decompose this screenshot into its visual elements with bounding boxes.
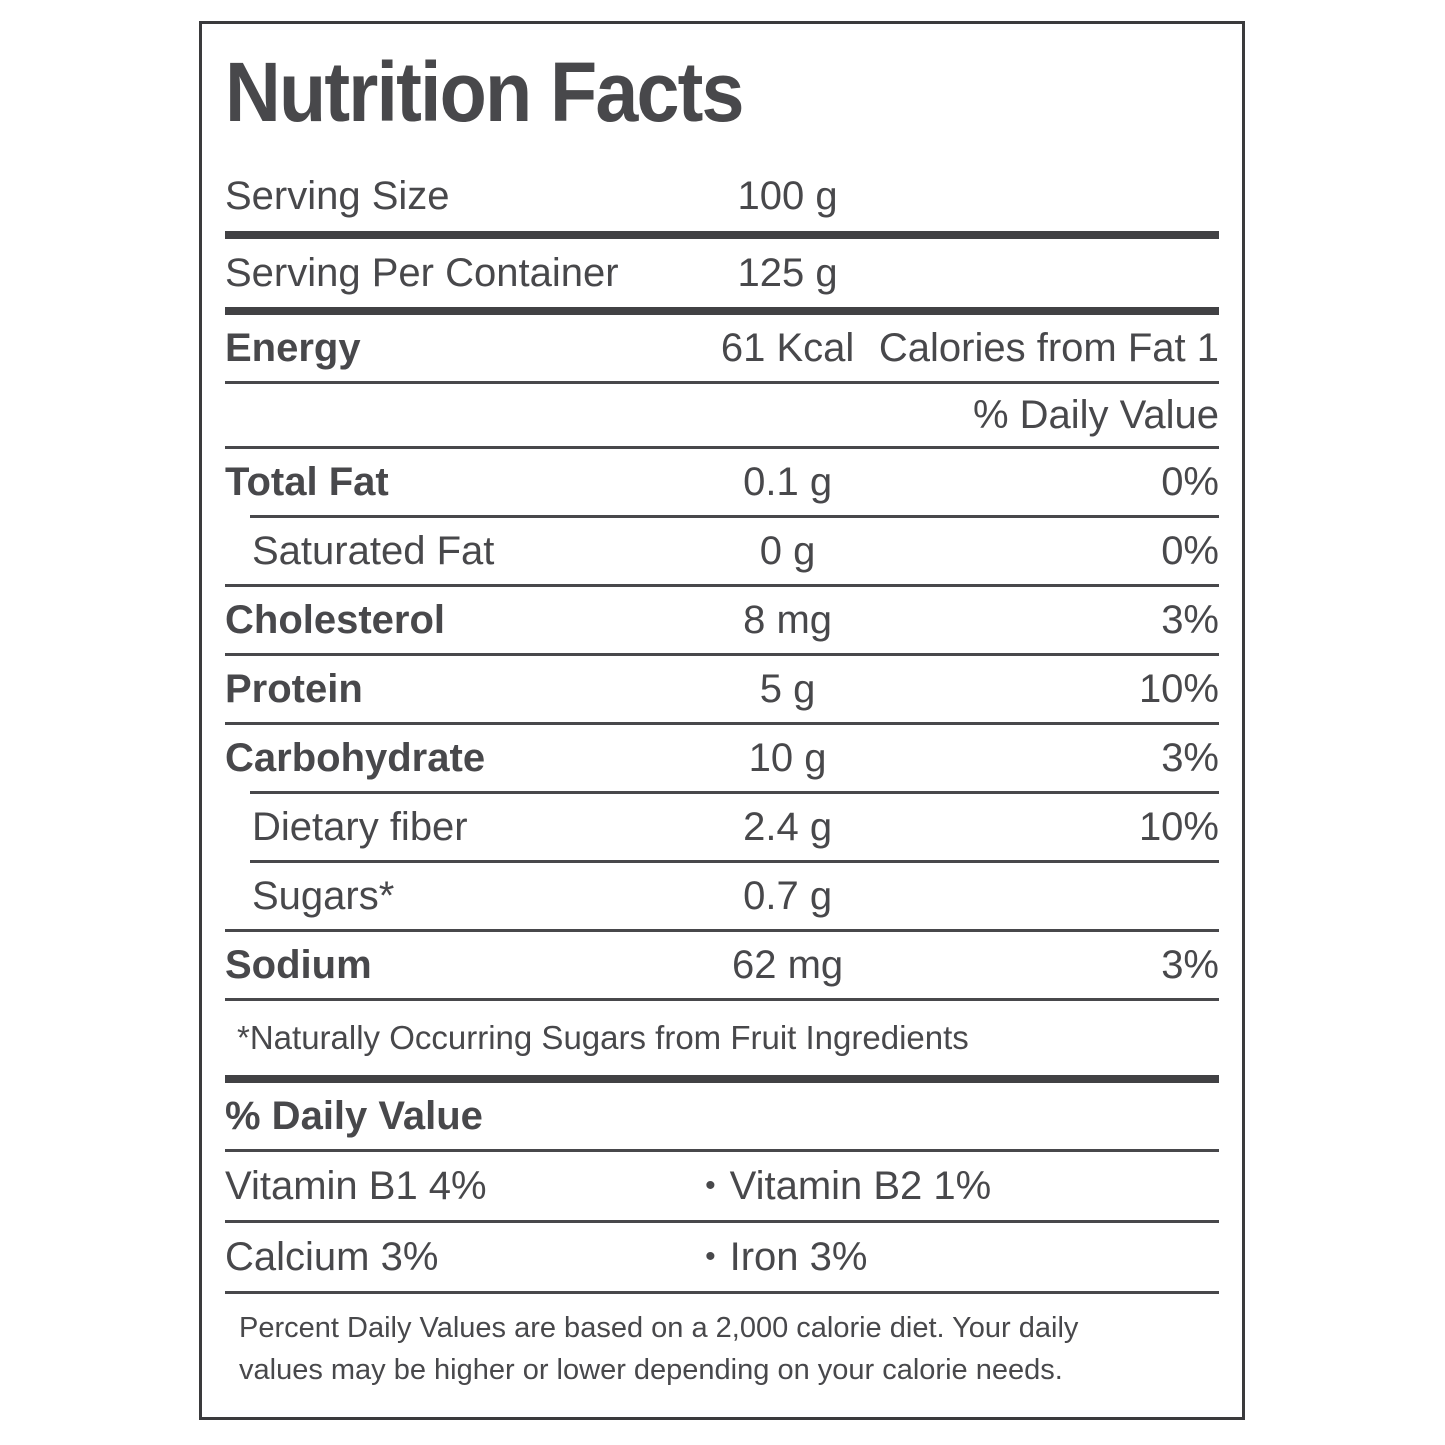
iron-value: Iron 3% xyxy=(729,1234,868,1279)
bullet-icon: • xyxy=(705,1240,716,1274)
nutrient-pct: 10% xyxy=(1138,666,1219,711)
nutrient-pct: 0% xyxy=(1161,459,1219,504)
vitamin-b2-group: • Vitamin B2 1% xyxy=(705,1164,991,1209)
nutrient-label: Sugars* xyxy=(252,873,395,918)
nutrient-row-dietary-fiber: Dietary fiber 2.4 g 10% xyxy=(225,794,1219,860)
nutrient-pct: 0% xyxy=(1161,528,1219,573)
energy-row: Energy 61 Kcal Calories from Fat 1 xyxy=(225,315,1219,381)
divider-thin-indented xyxy=(250,791,1219,795)
daily-value-header: % Daily Value xyxy=(972,392,1219,437)
nutrient-pct: 3% xyxy=(1161,597,1219,642)
sugars-footnote: *Naturally Occurring Sugars from Fruit I… xyxy=(237,1019,969,1057)
divider-thick xyxy=(225,307,1219,316)
vitamin-b1-value: Vitamin B1 4% xyxy=(225,1163,487,1208)
divider-thin-indented xyxy=(250,860,1219,864)
nutrient-value: 10 g xyxy=(748,735,827,780)
serving-size-label: Serving Size xyxy=(225,173,450,218)
calcium-value: Calcium 3% xyxy=(225,1234,439,1279)
serving-size-value: 100 g xyxy=(737,173,838,218)
nutrient-label: Carbohydrate xyxy=(225,735,486,780)
nutrient-value: 5 g xyxy=(759,666,816,711)
nutrient-value: 0 g xyxy=(759,528,816,573)
energy-value: 61 Kcal xyxy=(720,325,855,370)
serving-per-container-label: Serving Per Container xyxy=(225,250,619,295)
divider-thin xyxy=(225,929,1219,933)
nutrient-row-sugars: Sugars* 0.7 g xyxy=(225,863,1219,929)
nutrient-label: Total Fat xyxy=(225,459,389,504)
iron-group: • Iron 3% xyxy=(705,1235,867,1280)
energy-label: Energy xyxy=(225,325,361,370)
divider-thin xyxy=(225,653,1219,657)
nutrient-pct: 3% xyxy=(1161,942,1219,987)
divider-thin xyxy=(225,446,1219,450)
daily-value-header-row: % Daily Value xyxy=(225,384,1219,446)
serving-per-container-row: Serving Per Container 125 g xyxy=(225,239,1219,307)
nutrient-pct: 10% xyxy=(1138,804,1219,849)
divider-thin xyxy=(225,998,1219,1002)
percent-daily-values-disclaimer: Percent Daily Values are based on a 2,00… xyxy=(225,1294,1219,1392)
disclaimer-line: Percent Daily Values are based on a 2,00… xyxy=(239,1312,1079,1345)
nutrient-label: Sodium xyxy=(225,942,372,987)
nutrition-facts-label: Nutrition Facts Serving Size 100 g Servi… xyxy=(199,21,1245,1420)
vitamin-b2-value: Vitamin B2 1% xyxy=(729,1163,992,1208)
nutrient-label: Dietary fiber xyxy=(252,804,468,849)
nutrient-label: Cholesterol xyxy=(225,597,446,642)
calories-from-fat: Calories from Fat 1 xyxy=(878,325,1219,370)
nutrient-row-cholesterol: Cholesterol 8 mg 3% xyxy=(225,587,1219,653)
nutrient-row-sodium: Sodium 62 mg 3% xyxy=(225,932,1219,998)
daily-value-section-heading: % Daily Value xyxy=(225,1093,483,1138)
divider-thick xyxy=(225,1075,1219,1084)
divider-thin xyxy=(225,1220,1219,1224)
divider-thin xyxy=(225,584,1219,588)
serving-size-row: Serving Size 100 g xyxy=(225,161,1219,231)
divider-thin xyxy=(225,1291,1219,1295)
label-title: Nutrition Facts xyxy=(225,45,745,139)
nutrient-row-saturated-fat: Saturated Fat 0 g 0% xyxy=(225,518,1219,584)
vitamins-row: Vitamin B1 4% • Vitamin B2 1% xyxy=(225,1152,1219,1220)
nutrient-label: Saturated Fat xyxy=(252,528,495,573)
nutrient-value: 62 mg xyxy=(732,942,844,987)
divider-thin xyxy=(225,722,1219,726)
daily-value-section-heading-row: % Daily Value xyxy=(225,1083,1219,1149)
nutrient-value: 8 mg xyxy=(743,597,833,642)
disclaimer-line: values may be higher or lower depending … xyxy=(239,1354,1063,1387)
nutrient-row-total-fat: Total Fat 0.1 g 0% xyxy=(225,449,1219,515)
nutrient-row-protein: Protein 5 g 10% xyxy=(225,656,1219,722)
nutrient-label: Protein xyxy=(225,666,363,711)
nutrient-value: 0.1 g xyxy=(743,459,833,504)
minerals-row: Calcium 3% • Iron 3% xyxy=(225,1223,1219,1291)
serving-per-container-value: 125 g xyxy=(737,250,838,295)
divider-thick xyxy=(225,231,1219,240)
nutrient-value: 0.7 g xyxy=(743,873,833,918)
divider-thin xyxy=(225,1149,1219,1153)
nutrient-pct: 3% xyxy=(1161,735,1219,780)
bullet-icon: • xyxy=(705,1169,716,1203)
nutrient-row-carbohydrate: Carbohydrate 10 g 3% xyxy=(225,725,1219,791)
divider-thin xyxy=(225,381,1219,385)
divider-thin-indented xyxy=(250,515,1219,519)
nutrient-value: 2.4 g xyxy=(743,804,833,849)
